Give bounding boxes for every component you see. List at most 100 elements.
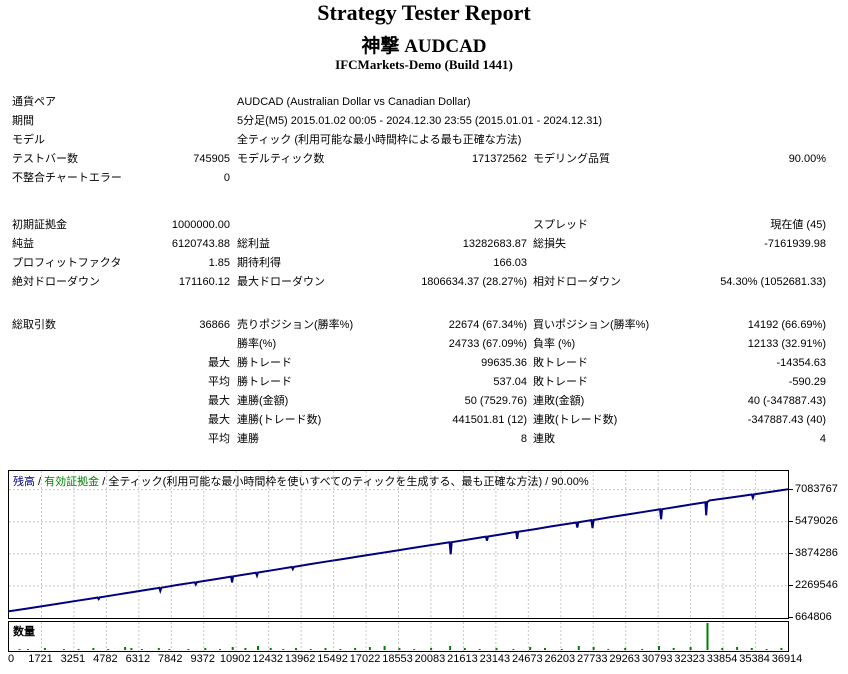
volume-bar xyxy=(689,647,692,650)
row-label-3: 相対ドローダウン xyxy=(533,276,621,288)
x-axis-tick-label: 12432 xyxy=(252,653,283,665)
row-value-3: 54.30% (1052681.33) xyxy=(720,276,826,288)
table-row: 通貨ペア AUDCAD (Australian Dollar vs Canadia… xyxy=(0,93,848,112)
volume-bar xyxy=(231,647,234,650)
row-label-2: モデルティック数 xyxy=(237,153,325,165)
row-label-3: 連敗(金額) xyxy=(533,395,585,407)
row-value-2: 537.04 xyxy=(493,376,527,388)
x-axis-tick-label: 30793 xyxy=(641,653,673,665)
volume-bar xyxy=(430,648,433,650)
table-row: モデル 全ティック (利用可能な最小時間枠による最も正確な方法) xyxy=(0,131,848,150)
row-value-3: 4 xyxy=(819,433,826,445)
volume-bar xyxy=(560,649,563,650)
x-axis-tick-label: 20083 xyxy=(414,653,446,665)
legend-separator: / xyxy=(35,476,45,488)
volume-bar xyxy=(529,647,532,650)
table-row: 平均 勝トレード 537.04 敗トレード -590.29 xyxy=(0,373,848,392)
row-label-3: 負率 (%) xyxy=(533,338,576,350)
row-value-3: -7161939.98 xyxy=(764,238,826,250)
row-value-3: 現在値 (45) xyxy=(770,219,826,231)
row-value-2: 99635.36 xyxy=(481,357,527,369)
balance-chart-plot xyxy=(9,471,788,618)
volume-bar xyxy=(27,649,29,650)
x-axis-tick-label: 13962 xyxy=(284,653,316,665)
table-row: 平均 連勝 8 連敗 4 xyxy=(0,430,848,449)
table-row: 勝率(%) 24733 (67.09%) 負率 (%) 12133 (32.91%) xyxy=(0,335,848,354)
row-label-2: AUDCAD (Australian Dollar vs Canadian Do… xyxy=(237,96,471,108)
y-axis-tick-label: 664806 xyxy=(795,611,832,623)
y-axis-tick xyxy=(788,488,793,490)
row-label-3: 連敗(トレード数) xyxy=(533,414,618,426)
x-axis-tick-label: 36914 xyxy=(771,653,803,665)
row-value-2: 24733 (67.09%) xyxy=(448,338,527,350)
volume-bar xyxy=(512,649,515,650)
table-row: 最大 連勝(トレード数) 441501.81 (12) 連敗(トレード数) -34788… xyxy=(0,411,848,430)
row-label-1: 総取引数 xyxy=(12,319,56,331)
table-row: テストバー数 745905 モデルティック数 171372562 モデリング品質 90.0… xyxy=(0,150,848,169)
row-label-2: 連勝(金額) xyxy=(237,395,289,407)
volume-bar xyxy=(658,646,660,650)
row-label-3: モデリング品質 xyxy=(533,153,610,165)
legend-separator: / xyxy=(542,476,552,488)
volume-bar xyxy=(204,648,207,650)
row-value-1: 1.85 xyxy=(208,257,230,269)
row-value-1: 6120743.88 xyxy=(171,238,230,250)
row-label-3: 敗トレード xyxy=(533,376,588,388)
x-axis-tick-label: 23143 xyxy=(479,653,511,665)
volume-bar xyxy=(544,648,546,650)
row-value-1: 最大 xyxy=(208,395,230,407)
volume-bar xyxy=(736,647,739,650)
row-value-3: 14192 (66.69%) xyxy=(747,319,826,331)
x-axis-tick-label: 1721 xyxy=(28,653,53,665)
row-label-1: 期間 xyxy=(12,115,34,127)
volume-bar xyxy=(592,647,595,650)
table-row: 最大 連勝(金額) 50 (7529.76) 連敗(金額) 40 (-347887.43… xyxy=(0,392,848,411)
page-title: Strategy Tester Report xyxy=(317,0,531,25)
volume-bar xyxy=(463,648,466,650)
row-value-3: -590.29 xyxy=(788,376,826,388)
volume-bar xyxy=(140,649,143,650)
row-value-3: -14354.63 xyxy=(776,357,826,369)
x-axis-tick-label: 24673 xyxy=(512,653,543,665)
row-label-2: 勝トレード xyxy=(237,376,292,388)
legend-quality: 90.00% xyxy=(551,476,589,488)
row-label-1: 絶対ドローダウン xyxy=(12,276,100,288)
row-label-1: プロフィットファクタ xyxy=(12,257,122,269)
table-row: 初期証拠金 1000000.00 スプレッド 現在値 (45) xyxy=(0,216,848,235)
table-row: 不整合チャートエラー 0 xyxy=(0,169,848,188)
volume-bar xyxy=(257,646,259,650)
volume-chart-title: 数量 xyxy=(13,626,35,638)
table-row: 純益 6120743.88 総利益 13282683.87 総損失 -7161939.98 xyxy=(0,235,848,254)
y-axis-tick xyxy=(788,520,793,522)
chart-legend: 残高 / 有効証拠金 / 全ティック(利用可能な最小時間枠を使いすべてのティック… xyxy=(13,473,589,489)
row-label-2: 連勝(トレード数) xyxy=(237,414,322,426)
row-value-1: 36866 xyxy=(199,319,230,331)
volume-bar xyxy=(624,648,627,650)
volume-bar xyxy=(62,649,65,650)
row-value-3: 90.00% xyxy=(788,153,826,165)
volume-bar xyxy=(77,649,80,650)
x-axis-tick-label: 21613 xyxy=(447,653,478,665)
volume-bar xyxy=(309,649,312,650)
y-axis-tick xyxy=(788,617,793,618)
row-label-3: スプレッド xyxy=(533,219,588,231)
x-axis-tick-label: 6312 xyxy=(125,653,151,665)
x-axis-tick-label: 29263 xyxy=(609,653,640,665)
volume-bar xyxy=(92,648,95,650)
row-value-1: 最大 xyxy=(208,414,230,426)
x-axis-tick-label: 32323 xyxy=(674,653,705,665)
x-axis-tick-label: 9372 xyxy=(190,653,215,665)
x-axis-tick-label: 4782 xyxy=(93,653,118,665)
volume-bar xyxy=(295,648,297,650)
volume-bar xyxy=(706,623,709,650)
row-value-1: 最大 xyxy=(208,357,230,369)
table-row: 総取引数 36866 売りポジション(勝率%) 22674 (67.34%) 買いポジシ… xyxy=(0,316,848,335)
row-value-2: 171372562 xyxy=(471,153,527,165)
y-axis-tick xyxy=(788,584,793,586)
row-label-2: 5分足(M5) 2015.01.02 00:05 - 2024.12.30 23… xyxy=(237,115,603,127)
volume-bar xyxy=(577,646,580,650)
row-value-1: 0 xyxy=(223,172,230,184)
volume-bar xyxy=(449,646,452,650)
volume-bar xyxy=(495,648,498,650)
